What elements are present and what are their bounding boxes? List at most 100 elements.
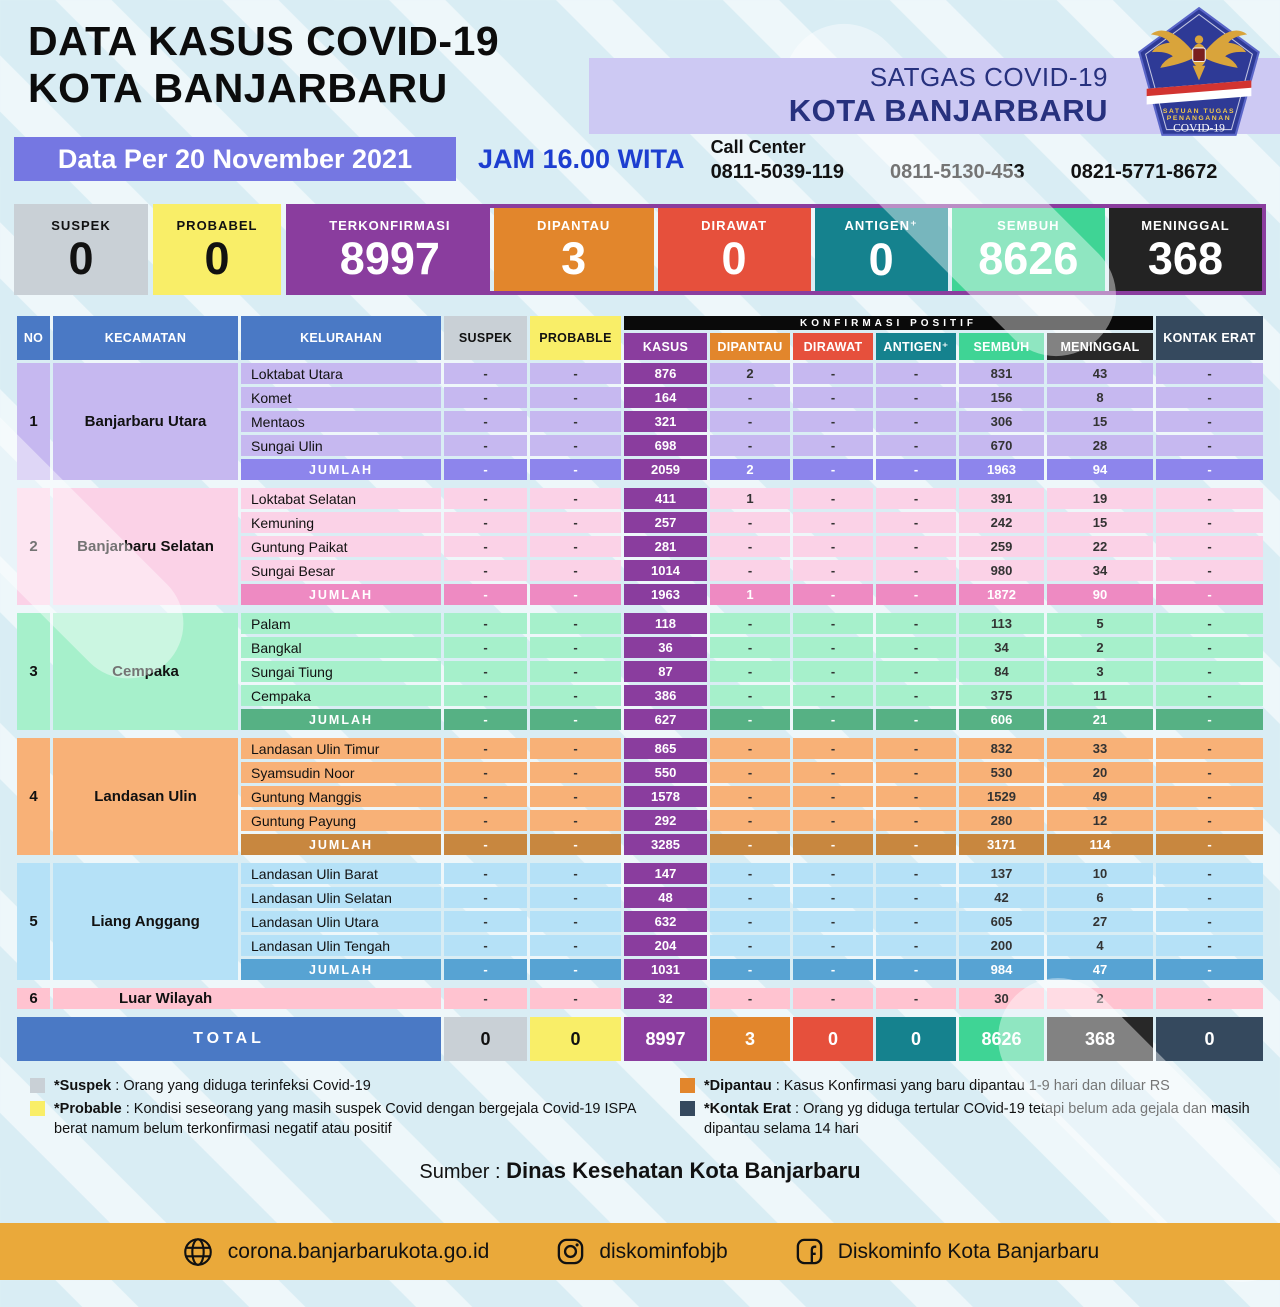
section-spacer bbox=[17, 733, 1263, 735]
table-row: Landasan Ulin Selatan - -48- - -42 6- bbox=[17, 887, 1263, 909]
kasus-cell: 32 bbox=[624, 988, 707, 1010]
meninggal-cell: 34 bbox=[1047, 560, 1153, 582]
dirawat-cell: - bbox=[793, 613, 873, 635]
meninggal-cell: 6 bbox=[1047, 887, 1153, 909]
row-group-number: 2 bbox=[17, 488, 50, 606]
kelurahan-cell: Landasan Ulin Timur bbox=[241, 738, 441, 760]
kelurahan-cell: Landasan Ulin Selatan bbox=[241, 887, 441, 909]
summary-card-value: 368 bbox=[1147, 233, 1223, 285]
legend-color-swatch bbox=[680, 1078, 695, 1094]
call-number: 0811-5130-453 bbox=[890, 161, 1025, 184]
suspek-cell: - bbox=[444, 613, 527, 635]
dipantau-cell: - bbox=[710, 863, 790, 885]
dirawat-cell: - bbox=[793, 685, 873, 707]
kontak-cell: - bbox=[1156, 560, 1263, 582]
sembuh-cell: 280 bbox=[959, 810, 1044, 832]
instagram-icon bbox=[555, 1236, 586, 1267]
summary-card-label: DIPANTAU bbox=[536, 218, 611, 234]
meninggal-cell: 47 bbox=[1047, 959, 1153, 981]
section-spacer bbox=[17, 483, 1263, 485]
dipantau-cell: - bbox=[710, 959, 790, 981]
kontak-cell: - bbox=[1156, 685, 1263, 707]
probable-cell: - bbox=[530, 685, 621, 707]
antigen-cell: - bbox=[876, 709, 956, 731]
summary-card-sembuh: SEMBUH 8626 bbox=[951, 208, 1105, 292]
antigen-cell: - bbox=[876, 738, 956, 760]
table-row: Guntung Payung - -292- - -280 12- bbox=[17, 810, 1263, 832]
spacer-cell bbox=[17, 858, 1263, 860]
dirawat-cell: - bbox=[793, 959, 873, 981]
summary-card-value: 0 bbox=[68, 233, 94, 285]
kasus-cell: 411 bbox=[624, 488, 707, 510]
kasus-cell: 36 bbox=[624, 637, 707, 659]
time-label: JAM 16.00 WITA bbox=[478, 144, 685, 175]
meninggal-cell: 19 bbox=[1047, 488, 1153, 510]
probable-cell: - bbox=[530, 363, 621, 385]
antigen-cell: - bbox=[876, 988, 956, 1010]
footer-item-text: diskominfobjb bbox=[599, 1239, 728, 1263]
suspek-cell: - bbox=[444, 685, 527, 707]
jumlah-label-cell: JUMLAH bbox=[241, 959, 441, 981]
dirawat-cell: - bbox=[793, 560, 873, 582]
antigen-cell: - bbox=[876, 613, 956, 635]
table-row: Landasan Ulin Tengah - -204- - -200 4- bbox=[17, 935, 1263, 957]
section-spacer bbox=[17, 858, 1263, 860]
table-row: 5 Liang Anggang Landasan Ulin Barat - -147- -… bbox=[17, 863, 1263, 981]
summary-card-meninggal: MENINGGAL 368 bbox=[1108, 208, 1263, 292]
kasus-cell: 204 bbox=[624, 935, 707, 957]
antigen-cell: - bbox=[876, 911, 956, 933]
kelurahan-cell: Kemuning bbox=[241, 512, 441, 534]
suspek-cell: - bbox=[444, 863, 527, 885]
jumlah-label-cell: JUMLAH bbox=[241, 584, 441, 606]
total-kasus-cell: 8997 bbox=[624, 1017, 707, 1062]
dipantau-cell: - bbox=[710, 661, 790, 683]
meninggal-cell: 3 bbox=[1047, 661, 1153, 683]
satgas-title-line1: SATGAS COVID-19 bbox=[869, 62, 1108, 92]
jumlah-row: JUMLAH - -627- - -606 21- bbox=[17, 709, 1263, 731]
summary-card-dirawat: DIRAWAT 0 bbox=[657, 208, 811, 292]
kasus-cell: 2059 bbox=[624, 459, 707, 481]
total-label-cell: TOTAL bbox=[17, 1017, 441, 1062]
total-suspek-cell: 0 bbox=[444, 1017, 527, 1062]
dirawat-cell: - bbox=[793, 810, 873, 832]
antigen-cell: - bbox=[876, 834, 956, 856]
kasus-cell: 147 bbox=[624, 863, 707, 885]
table-row: 4 Landasan Ulin Landasan Ulin Timur - -865- -… bbox=[17, 738, 1263, 856]
source-prefix: Sumber : bbox=[419, 1161, 501, 1184]
summary-card-label: MENINGGAL bbox=[1141, 218, 1230, 234]
dipantau-cell: - bbox=[710, 935, 790, 957]
kontak-cell: - bbox=[1156, 411, 1263, 433]
call-number: 0821-5771-8672 bbox=[1070, 161, 1218, 184]
antigen-cell: - bbox=[876, 584, 956, 606]
dirawat-cell: - bbox=[793, 488, 873, 510]
kelurahan-cell: Sungai Ulin bbox=[241, 435, 441, 457]
kelurahan-cell: Sungai Besar bbox=[241, 560, 441, 582]
dipantau-cell: - bbox=[710, 685, 790, 707]
legend-item: *Kontak Erat : Orang yg diduga tertular … bbox=[680, 1099, 1250, 1139]
kasus-cell: 321 bbox=[624, 411, 707, 433]
summary-card-value: 0 bbox=[868, 233, 894, 285]
suspek-cell: - bbox=[444, 536, 527, 558]
table-body: 1 Banjarbaru Utara Loktabat Utara - -876 2- -8… bbox=[17, 363, 1263, 1062]
meninggal-cell: 4 bbox=[1047, 935, 1153, 957]
dipantau-cell: - bbox=[710, 411, 790, 433]
spacer-cell bbox=[17, 483, 1263, 485]
meninggal-cell: 114 bbox=[1047, 834, 1153, 856]
source-name: Dinas Kesehatan Kota Banjarbaru bbox=[506, 1158, 861, 1184]
kontak-cell: - bbox=[1156, 459, 1263, 481]
kasus-cell: 3285 bbox=[624, 834, 707, 856]
antigen-cell: - bbox=[876, 959, 956, 981]
meninggal-cell: 94 bbox=[1047, 459, 1153, 481]
spacer-cell bbox=[17, 733, 1263, 735]
dipantau-cell: - bbox=[710, 762, 790, 784]
total-kontak-cell: 0 bbox=[1156, 1017, 1263, 1062]
summary-card-label: DIRAWAT bbox=[701, 218, 768, 234]
dirawat-cell: - bbox=[793, 459, 873, 481]
suspek-cell: - bbox=[444, 834, 527, 856]
kelurahan-cell: Loktabat Selatan bbox=[241, 488, 441, 510]
antigen-cell: - bbox=[876, 459, 956, 481]
dirawat-cell: - bbox=[793, 411, 873, 433]
satgas-title-line2: KOTA BANJARBARU bbox=[788, 92, 1108, 128]
antigen-cell: - bbox=[876, 863, 956, 885]
row-group-number: 6 bbox=[17, 988, 50, 1010]
